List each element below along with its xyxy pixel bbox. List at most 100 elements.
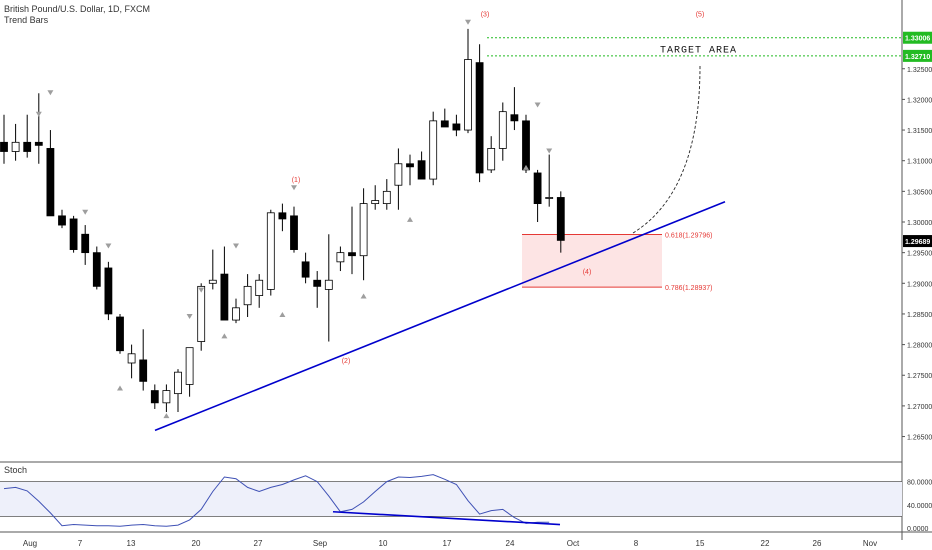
candle-up — [429, 120, 438, 180]
candle-down — [278, 212, 287, 220]
candle-down — [34, 141, 43, 146]
price-tick-label: 1.28500 — [907, 312, 932, 319]
price-tick-label: 1.27000 — [907, 404, 932, 411]
time-tick-label: 8 — [634, 539, 639, 548]
stoch-tick-label: 0.0000 — [907, 526, 929, 533]
time-tick-label: Sep — [313, 539, 328, 548]
trend-marker-up — [117, 385, 123, 391]
trend-marker-down — [82, 209, 89, 215]
price-tick-label: 1.30000 — [907, 220, 932, 227]
wave-label-1: (1) — [292, 177, 301, 184]
candle-up — [162, 390, 171, 404]
candle-up — [324, 279, 333, 290]
candle-up — [336, 252, 345, 263]
wave-label-2: (2) — [342, 358, 351, 365]
stoch-band — [0, 481, 902, 517]
price-tick-label: 1.31000 — [907, 159, 932, 166]
candle-up — [498, 111, 507, 149]
trend-marker-up — [279, 311, 286, 317]
candle-down — [220, 273, 229, 321]
wave-label-4: (4) — [583, 269, 592, 276]
stoch-line — [3, 474, 550, 527]
candle-down — [23, 141, 32, 152]
time-tick-label: 10 — [379, 539, 388, 548]
candle-up — [545, 197, 554, 199]
candle-down — [510, 114, 519, 122]
price-tick-label: 1.31500 — [907, 128, 932, 135]
price-tag-label: 1.33006 — [905, 36, 930, 43]
candle-down — [348, 252, 356, 257]
candle-down — [81, 233, 90, 254]
price-axis[interactable]: 1.26500 1.27000 1.27500 1.28000 1.28500 1.290… — [902, 31, 932, 533]
stoch-tick-label: 80.0000 — [907, 480, 932, 487]
candle-down — [116, 316, 124, 352]
candle-up — [174, 371, 182, 395]
candle-up — [464, 59, 472, 131]
trend-marker-up — [407, 216, 413, 222]
candle-up — [232, 307, 240, 321]
price-tag-box — [903, 235, 932, 248]
candle-up — [359, 203, 368, 257]
trend-marker-up — [360, 293, 367, 299]
trend-marker-down — [35, 111, 42, 117]
trend-marker-down — [534, 102, 541, 108]
trend-marker-down — [465, 19, 471, 25]
candle-up — [11, 141, 20, 152]
time-tick-label: 20 — [192, 539, 201, 548]
candle-down — [46, 148, 55, 217]
candle-down — [139, 359, 148, 382]
time-tick-label: Nov — [863, 539, 877, 548]
stoch-divergence-line — [332, 510, 561, 526]
candle-up — [185, 347, 194, 385]
candle-down — [58, 215, 66, 226]
price-tick-label: 1.32000 — [907, 97, 932, 104]
fib-618-label: 0.618(1.29796) — [665, 233, 712, 240]
price-tag-box — [903, 31, 932, 44]
time-tick-label: Oct — [567, 539, 580, 548]
time-tick-label: Aug — [23, 539, 37, 548]
time-tick-label: 7 — [78, 539, 83, 548]
candle-down — [406, 163, 414, 168]
price-tag-label: 1.29689 — [905, 239, 930, 246]
trend-marker-down — [105, 243, 112, 249]
wave-label-5: (5) — [696, 12, 705, 19]
trend-marker-up — [523, 164, 529, 170]
candle-down — [313, 279, 322, 287]
trend-marker-down — [233, 243, 239, 249]
candle-up — [255, 279, 264, 296]
candle-down — [417, 160, 426, 180]
symbol-title[interactable]: British Pound/U.S. Dollar, 1D, FXCM — [4, 4, 151, 14]
trend-marker-down — [47, 90, 54, 96]
price-tag-box — [903, 49, 932, 62]
candle-down — [150, 390, 159, 404]
candle-up — [382, 190, 391, 205]
candle-series — [0, 28, 565, 413]
price-tick-label: 1.30500 — [907, 189, 932, 196]
stoch-label: Stoch — [4, 465, 28, 475]
candle-up — [371, 200, 380, 205]
trend-marker-down — [198, 287, 205, 293]
candle-down — [104, 267, 113, 315]
price-tick-label: 1.29500 — [907, 251, 932, 258]
price-tag-label: 1.32710 — [905, 54, 930, 61]
time-axis[interactable]: Aug 7 13 20 27 Sep 10 17 24 Oct 8 15 22 26 Nov — [23, 539, 877, 548]
fib-zone-fill — [522, 234, 662, 288]
candle-down — [533, 172, 542, 205]
candle-down — [290, 215, 298, 250]
candle-down — [0, 141, 8, 152]
time-tick-label: 22 — [761, 539, 770, 548]
time-tick-label: 24 — [506, 539, 515, 548]
price-tick-label: 1.26500 — [907, 435, 932, 442]
target-area-label: TARGET AREA — [660, 45, 737, 56]
price-tick-label: 1.27500 — [907, 373, 932, 380]
projection-path — [632, 65, 701, 234]
stochastic-panel — [0, 474, 902, 527]
candle-up — [127, 353, 136, 364]
trend-marker-down — [291, 185, 297, 191]
trend-marker-up — [163, 413, 170, 419]
time-tick-label: 13 — [127, 539, 136, 548]
candle-down — [556, 197, 565, 241]
candle-down — [475, 62, 484, 174]
